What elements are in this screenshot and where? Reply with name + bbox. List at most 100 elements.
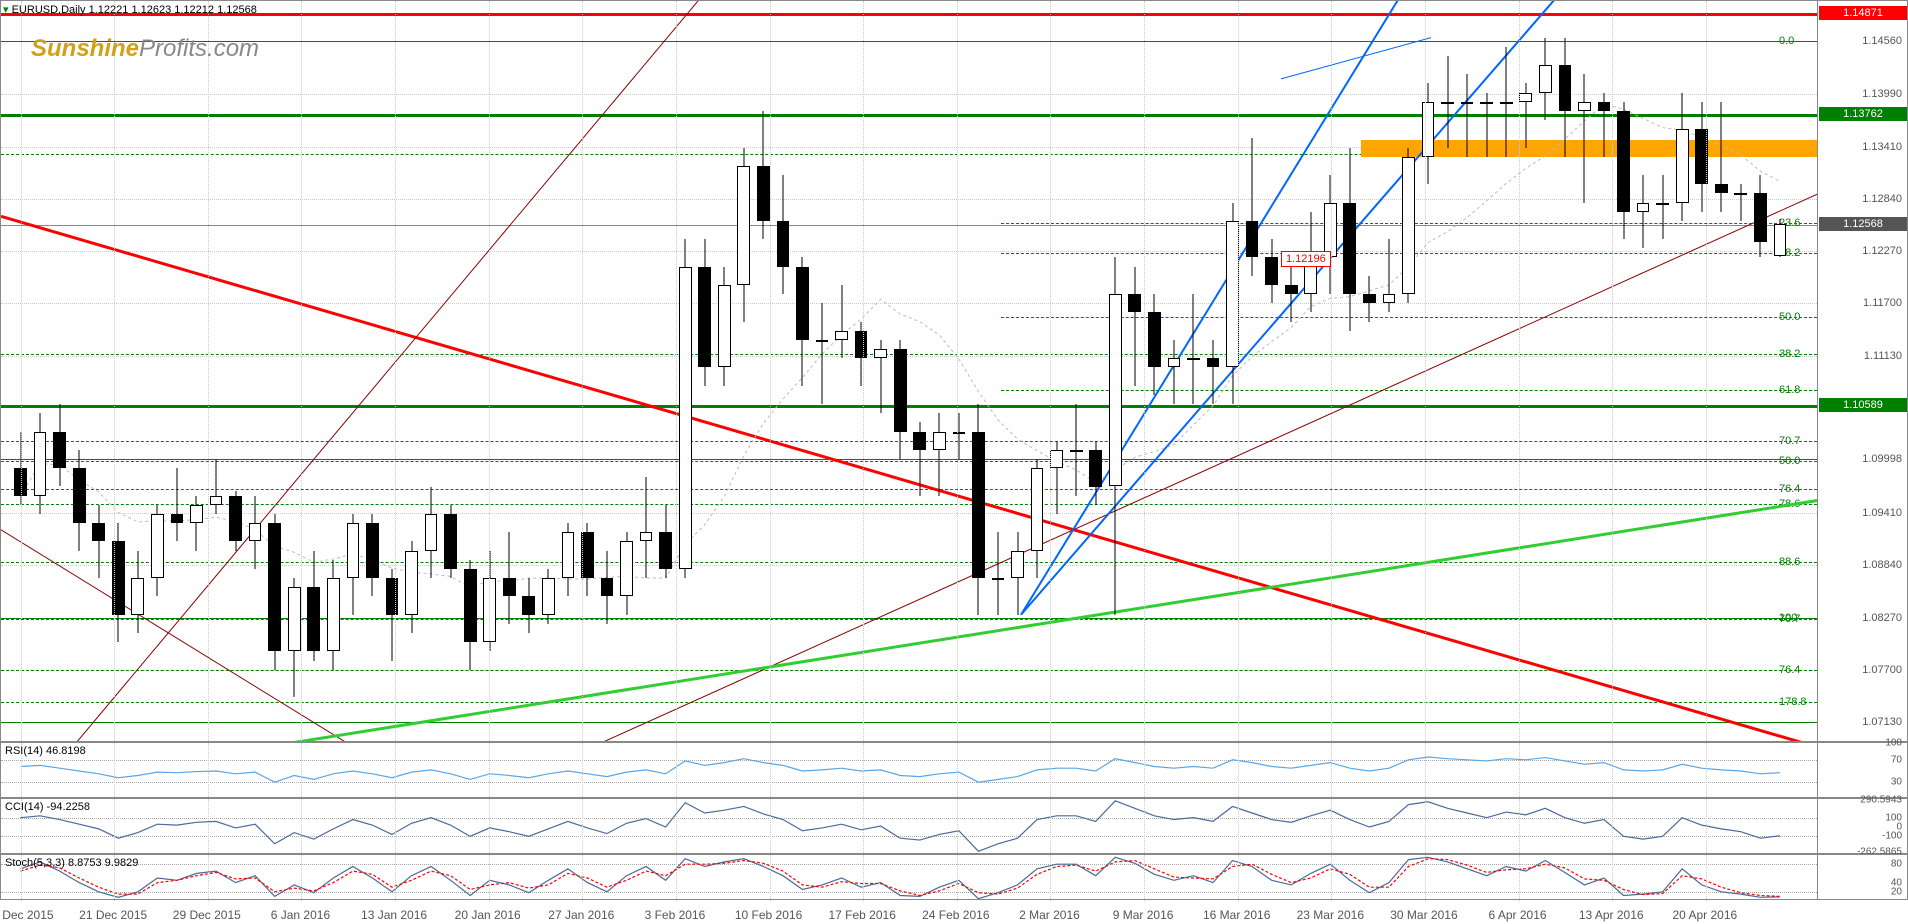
candle (1734, 1, 1747, 743)
candle (288, 1, 301, 743)
candle (933, 1, 946, 743)
candle (1422, 1, 1435, 743)
candle (1207, 1, 1220, 743)
indicator-tick: 30 (1891, 777, 1902, 788)
price-box: 1.13762 (1819, 107, 1907, 121)
candle (1187, 1, 1200, 743)
x-tick: 10 Feb 2016 (735, 908, 802, 922)
candle (1441, 1, 1454, 743)
candle (1148, 1, 1161, 743)
candle (1128, 1, 1141, 743)
candle (659, 1, 672, 743)
candle (327, 1, 340, 743)
candle (1539, 1, 1552, 743)
candle (53, 1, 66, 743)
y-tick: 1.09998 (1862, 453, 1902, 465)
indicator-tick: 70 (1891, 754, 1902, 765)
x-tick: 27 Jan 2016 (548, 908, 614, 922)
candle (1031, 1, 1044, 743)
stoch-panel[interactable]: 204080 Stoch(5,3,3) 8.8753 9.9829 (0, 854, 1908, 900)
candle (131, 1, 144, 743)
candle (562, 1, 575, 743)
candle (1246, 1, 1259, 743)
y-tick: 1.13410 (1862, 141, 1902, 153)
watermark: SunshineProfits.com (31, 35, 259, 63)
candle (1168, 1, 1181, 743)
candle (796, 1, 809, 743)
candle (347, 1, 360, 743)
candle (190, 1, 203, 743)
y-tick: 1.07700 (1862, 664, 1902, 676)
candle (1500, 1, 1513, 743)
stoch-label: Stoch(5,3,3) 8.8753 9.9829 (5, 857, 138, 869)
main-price-chart[interactable]: 0.023.638.250.070.776.478.688.610070.776… (0, 0, 1908, 742)
x-tick: 13 Jan 2016 (361, 908, 427, 922)
candle (737, 1, 750, 743)
candle (601, 1, 614, 743)
candle (366, 1, 379, 743)
candle (1519, 1, 1532, 743)
candle (894, 1, 907, 743)
y-tick: 1.14560 (1862, 35, 1902, 47)
x-tick: 13 Apr 2016 (1579, 908, 1644, 922)
y-tick: 1.12840 (1862, 193, 1902, 205)
candle (1070, 1, 1083, 743)
y-tick: 1.13990 (1862, 88, 1902, 100)
rsi-panel[interactable]: 3070100 RSI(14) 46.8198 (0, 742, 1908, 798)
candle (1109, 1, 1122, 743)
x-axis: 14 Dec 201521 Dec 201529 Dec 20156 Jan 2… (0, 900, 1908, 924)
price-annotation: 1.12196 (1281, 251, 1331, 267)
candle (992, 1, 1005, 743)
candle (757, 1, 770, 743)
candle (1754, 1, 1767, 743)
candle (953, 1, 966, 743)
x-tick: 9 Mar 2016 (1113, 908, 1174, 922)
indicator-tick: 100 (1885, 812, 1902, 823)
candle (679, 1, 692, 743)
candle (249, 1, 262, 743)
candle (1480, 1, 1493, 743)
candle (816, 1, 829, 743)
y-tick: 1.08270 (1862, 612, 1902, 624)
y-tick: 1.11700 (1863, 297, 1902, 309)
x-tick: 21 Dec 2015 (79, 908, 147, 922)
candle (1402, 1, 1415, 743)
rsi-label: RSI(14) 46.8198 (5, 745, 86, 757)
x-tick: 30 Mar 2016 (1390, 908, 1457, 922)
x-tick: 14 Dec 2015 (0, 908, 54, 922)
candle (1304, 1, 1317, 743)
x-tick: 20 Apr 2016 (1672, 908, 1737, 922)
candle (92, 1, 105, 743)
price-box: 1.10589 (1819, 398, 1907, 412)
candle (1461, 1, 1474, 743)
candle (464, 1, 477, 743)
candle (1265, 1, 1278, 743)
cci-panel[interactable]: -262.5865-1000100290.5943 CCI(14) -94.22… (0, 798, 1908, 854)
indicator-tick: 100 (1885, 738, 1902, 749)
x-tick: 23 Mar 2016 (1297, 908, 1364, 922)
indicator-tick: 40 (1891, 877, 1902, 888)
candle (268, 1, 281, 743)
x-tick: 17 Feb 2016 (828, 908, 895, 922)
candle (522, 1, 535, 743)
x-tick: 6 Apr 2016 (1489, 908, 1547, 922)
candle (1774, 1, 1787, 743)
candle (1598, 1, 1611, 743)
x-tick: 24 Feb 2016 (922, 908, 989, 922)
candle (1343, 1, 1356, 743)
x-tick: 2 Mar 2016 (1019, 908, 1080, 922)
candle (1050, 1, 1063, 743)
x-tick: 6 Jan 2016 (271, 908, 330, 922)
candle (620, 1, 633, 743)
ohlc-values: 1.12221 1.12623 1.12212 1.12568 (89, 4, 257, 16)
price-box: 1.12568 (1819, 217, 1907, 231)
candle (425, 1, 438, 743)
candle (1715, 1, 1728, 743)
x-tick: 16 Mar 2016 (1203, 908, 1270, 922)
candle (1011, 1, 1024, 743)
candle (640, 1, 653, 743)
candle (1559, 1, 1572, 743)
candle (405, 1, 418, 743)
candle (835, 1, 848, 743)
candle (1285, 1, 1298, 743)
